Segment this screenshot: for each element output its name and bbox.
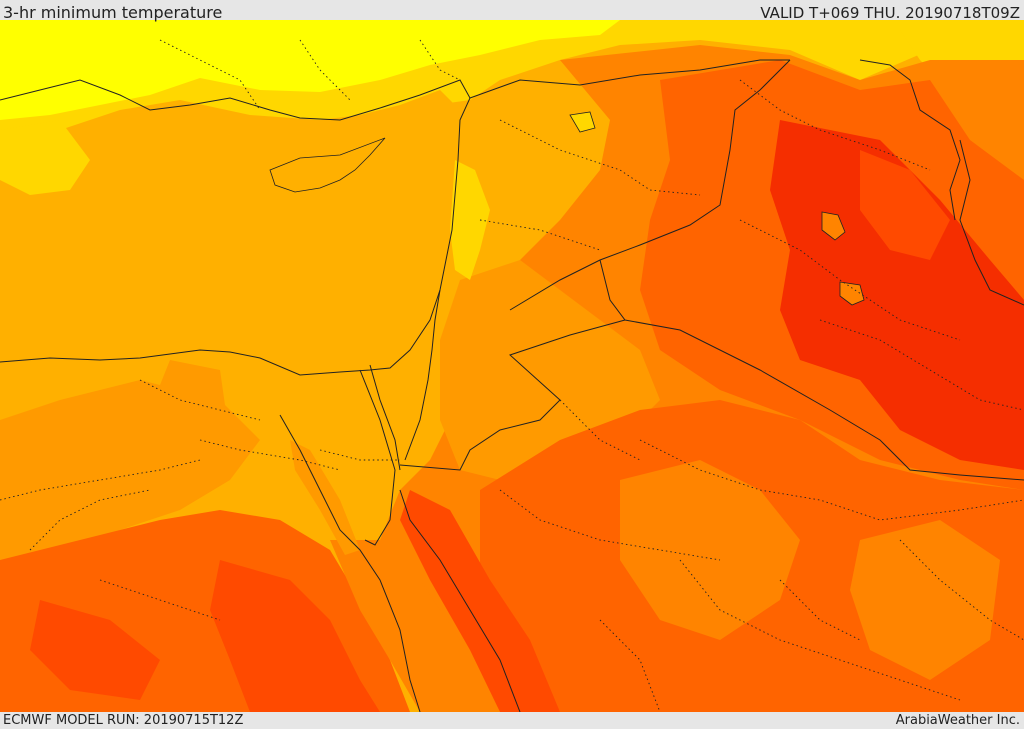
credit-label: ArabiaWeather Inc. bbox=[895, 713, 1020, 728]
border-israel-jordan bbox=[404, 289, 441, 461]
border-syria-iraq bbox=[509, 59, 791, 311]
map-title: 3-hr minimum temperature bbox=[3, 3, 223, 22]
footer-bar: ECMWF MODEL RUN: 20190715T12Z ArabiaWeat… bbox=[0, 712, 1024, 729]
admin-boundaries bbox=[0, 39, 1024, 712]
border-iraq-saudi bbox=[599, 259, 1024, 481]
coastline-sinai bbox=[359, 369, 396, 546]
border-syria-turkey bbox=[469, 59, 790, 99]
header-bar: 3-hr minimum temperature VALID T+069 THU… bbox=[0, 0, 1024, 22]
border-iran-iraq bbox=[859, 59, 961, 221]
border-egypt-israel bbox=[369, 364, 401, 471]
levant-yellow-strip bbox=[450, 160, 490, 280]
temperature-map[interactable] bbox=[0, 20, 1024, 712]
orange-patch-se bbox=[850, 520, 1000, 680]
coastline-north bbox=[0, 79, 471, 376]
lake-turkey bbox=[569, 111, 596, 133]
red-sea bbox=[330, 540, 500, 712]
orange-patch-arabia bbox=[620, 460, 800, 640]
coastline-red-sea-east bbox=[399, 489, 521, 712]
red-zone-iraq bbox=[770, 120, 1024, 470]
map-canvas bbox=[0, 20, 1024, 712]
valid-time: VALID T+069 THU. 20190718T09Z bbox=[760, 4, 1020, 22]
mediterranean-sea bbox=[0, 90, 465, 375]
egypt-red-patch bbox=[210, 560, 380, 712]
red-coast-arabia bbox=[400, 490, 560, 712]
coastline-persian-gulf bbox=[959, 139, 1024, 306]
bright-yellow-zone bbox=[0, 20, 620, 120]
model-run-label: ECMWF MODEL RUN: 20190715T12Z bbox=[3, 713, 244, 728]
nile-light-patch bbox=[150, 360, 230, 480]
border-jordan-saudi bbox=[399, 319, 626, 471]
aegean-yellow bbox=[0, 120, 90, 195]
egypt-red-patch-west bbox=[30, 600, 160, 700]
lake-iraq-2 bbox=[839, 281, 865, 306]
red-patch-upper bbox=[860, 150, 950, 260]
lake-iraq-1 bbox=[821, 211, 846, 241]
cyprus bbox=[269, 137, 386, 193]
coastline-red-sea-west bbox=[279, 414, 421, 712]
gulf-of-suez bbox=[290, 440, 360, 555]
